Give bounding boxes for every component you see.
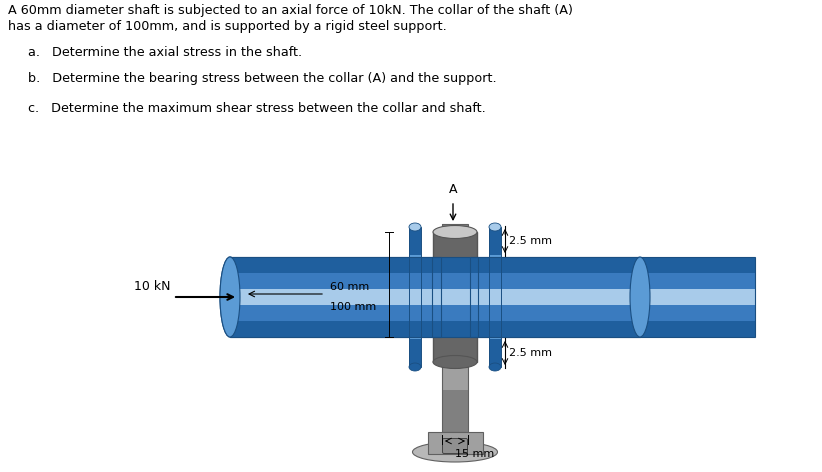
- Bar: [432, 321, 478, 337]
- Ellipse shape: [220, 257, 240, 337]
- Ellipse shape: [433, 226, 477, 238]
- Bar: [409, 339, 421, 367]
- Bar: [489, 255, 501, 283]
- Bar: [442, 266, 468, 307]
- Bar: [470, 273, 640, 289]
- Text: has a diameter of 100mm, and is supported by a rigid steel support.: has a diameter of 100mm, and is supporte…: [8, 20, 446, 33]
- Bar: [442, 224, 468, 432]
- Bar: [230, 321, 755, 337]
- Bar: [470, 289, 640, 305]
- Bar: [489, 227, 501, 367]
- Ellipse shape: [489, 223, 501, 231]
- Bar: [432, 273, 478, 289]
- Bar: [442, 390, 468, 432]
- Text: 100 mm: 100 mm: [330, 302, 376, 312]
- FancyBboxPatch shape: [442, 438, 468, 454]
- Bar: [409, 227, 421, 367]
- Bar: [409, 255, 421, 283]
- Bar: [230, 289, 755, 305]
- Bar: [433, 284, 477, 310]
- Bar: [470, 257, 640, 273]
- Bar: [427, 432, 483, 454]
- Bar: [489, 311, 501, 339]
- Ellipse shape: [409, 223, 421, 231]
- Bar: [433, 232, 477, 258]
- Bar: [230, 257, 755, 337]
- Bar: [230, 273, 755, 289]
- Bar: [433, 336, 477, 362]
- Ellipse shape: [220, 257, 240, 337]
- Bar: [432, 257, 478, 337]
- Bar: [433, 232, 477, 362]
- Bar: [230, 257, 441, 273]
- Ellipse shape: [489, 363, 501, 371]
- Bar: [432, 305, 478, 321]
- Bar: [433, 310, 477, 336]
- Bar: [230, 273, 441, 289]
- Text: c.   Determine the maximum shear stress between the collar and shaft.: c. Determine the maximum shear stress be…: [28, 102, 486, 115]
- Text: A 60mm diameter shaft is subjected to an axial force of 10kN. The collar of the : A 60mm diameter shaft is subjected to an…: [8, 4, 573, 17]
- Bar: [489, 227, 501, 255]
- Text: b.   Determine the bearing stress between the collar (A) and the support.: b. Determine the bearing stress between …: [28, 72, 496, 85]
- Bar: [230, 257, 755, 273]
- Bar: [409, 283, 421, 311]
- Bar: [433, 258, 477, 284]
- Bar: [409, 227, 421, 255]
- Ellipse shape: [630, 257, 650, 337]
- Bar: [470, 321, 640, 337]
- Text: A: A: [449, 183, 457, 196]
- Text: 10 kN: 10 kN: [133, 280, 170, 294]
- Bar: [489, 283, 501, 311]
- Bar: [442, 349, 468, 390]
- Bar: [230, 257, 441, 337]
- Bar: [432, 289, 478, 305]
- Text: a.   Determine the axial stress in the shaft.: a. Determine the axial stress in the sha…: [28, 46, 302, 59]
- Bar: [442, 307, 468, 349]
- Ellipse shape: [413, 442, 497, 462]
- Bar: [409, 311, 421, 339]
- Bar: [230, 289, 441, 305]
- Bar: [470, 257, 640, 337]
- Text: 15 mm: 15 mm: [455, 449, 494, 459]
- Text: 2.5 mm: 2.5 mm: [509, 236, 552, 246]
- Text: 2.5 mm: 2.5 mm: [509, 348, 552, 358]
- Ellipse shape: [409, 363, 421, 371]
- Bar: [470, 305, 640, 321]
- Bar: [230, 321, 441, 337]
- Bar: [432, 257, 478, 273]
- Bar: [230, 305, 755, 321]
- Bar: [489, 339, 501, 367]
- Bar: [442, 224, 468, 266]
- Text: 60 mm: 60 mm: [330, 282, 369, 292]
- Bar: [230, 305, 441, 321]
- Ellipse shape: [433, 355, 477, 369]
